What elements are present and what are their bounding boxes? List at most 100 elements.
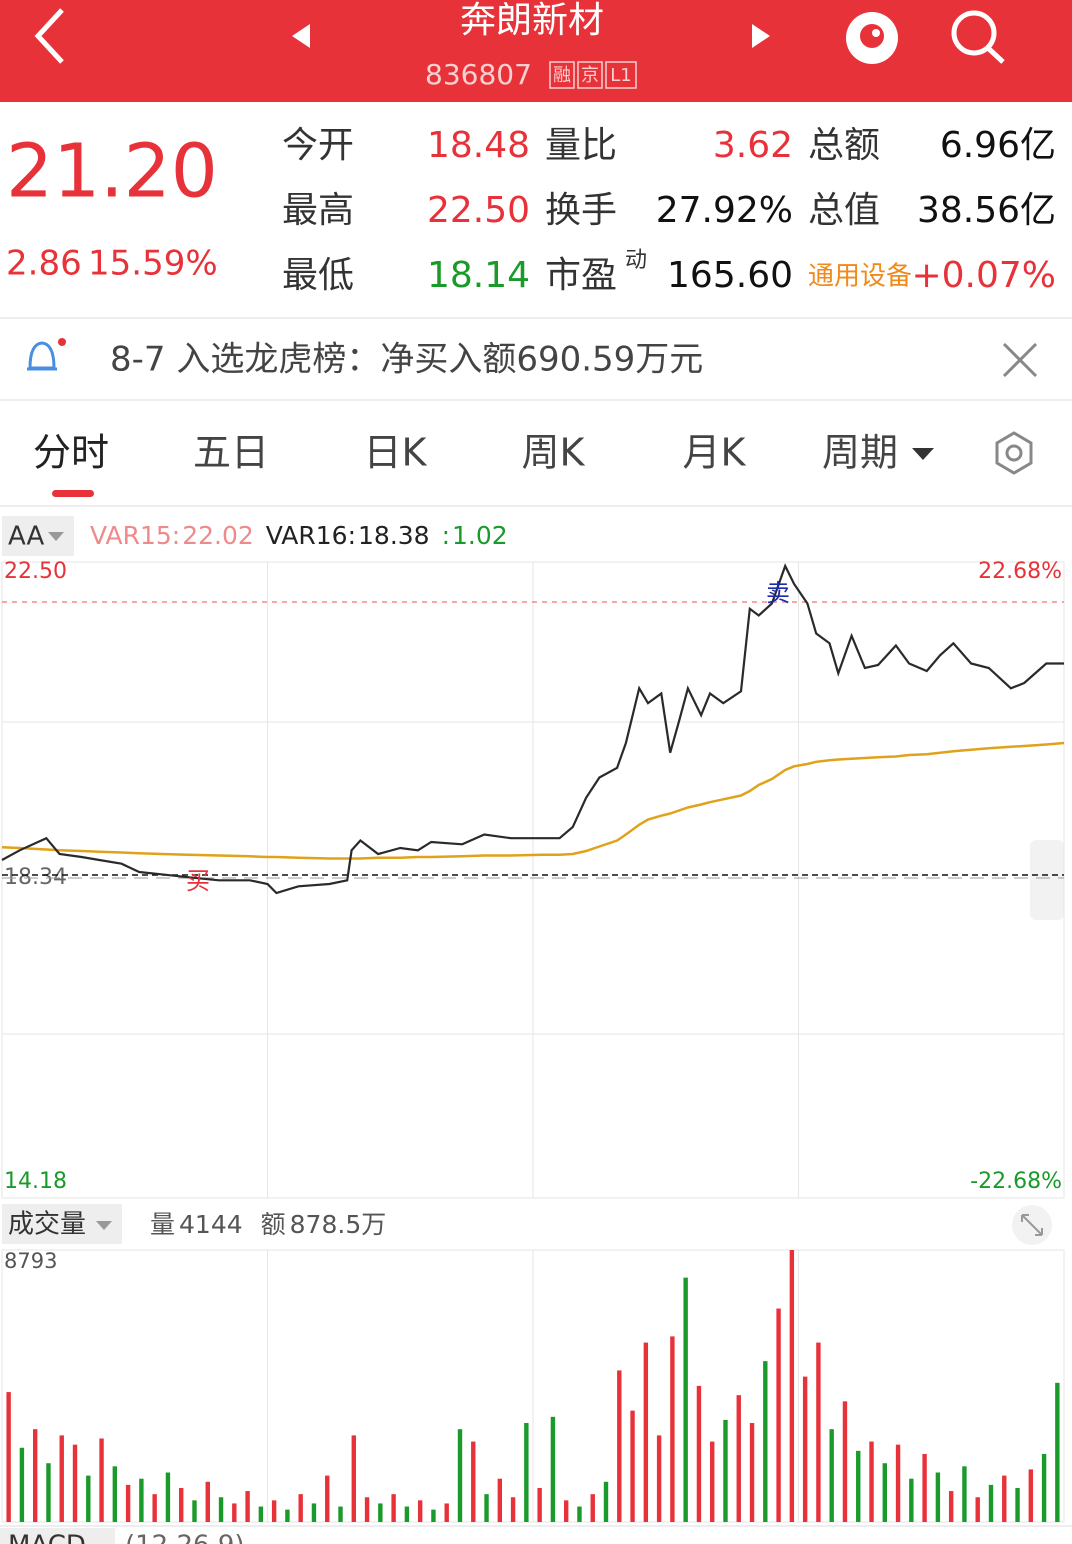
volume-bar [643,1342,649,1522]
tab[interactable]: 周期 [822,431,898,475]
indicator-values: VAR15: 22.02 VAR16: 18.38:1.02 [90,521,508,550]
stat-value: 4144 [179,1210,243,1239]
volume-bar [882,1463,887,1522]
volume-bar [670,1336,675,1522]
volume-bar [802,1376,808,1522]
volume-bar [909,1478,914,1522]
field-value: 165.60 [667,255,793,296]
average-line [1,741,1065,860]
volume-chart: 量 4144 额 878.5万 8793 [1,1210,1065,1523]
volume-bar [417,1500,423,1522]
y2-tick-label: 22.68% [978,559,1062,584]
field-label: 量比 [545,125,617,166]
volume-bar [1015,1487,1020,1522]
volume-bar [192,1500,197,1522]
field-label: 市盈 [545,255,617,296]
volume-bar [563,1500,569,1522]
volume-bar [962,1466,967,1522]
stock-code-row: 836807 融京 L1 [425,58,637,91]
back-button[interactable] [34,8,64,64]
volume-bar [165,1472,171,1522]
volume-bar [537,1487,542,1522]
volume-bar [32,1429,38,1522]
volume-bar [603,1481,609,1522]
indicator-label: : [442,521,450,550]
macd-params: (12,26,9) [125,1531,245,1544]
macd-select[interactable] [0,1528,115,1544]
badge: 融 [553,65,571,86]
close-notice[interactable] [1002,342,1038,378]
volume-bar [842,1401,848,1522]
indicator-name: AA [8,522,45,552]
notice-bar[interactable] [0,320,1072,400]
search-button[interactable] [951,10,1005,64]
field-label: 总额 [808,125,880,166]
tab[interactable]: 日K [364,431,428,475]
badge-box [549,61,575,89]
field-label: 最低 [282,255,354,296]
indicator-value: 22.02 [182,521,254,550]
volume-bar [723,1419,728,1522]
volume-bar [325,1475,330,1522]
side-handle[interactable] [1030,840,1064,920]
prev-stock[interactable] [292,24,310,48]
volume-bar [444,1503,449,1522]
volume-bar [776,1308,781,1522]
volume-bar [710,1441,715,1522]
volume-bar [696,1385,702,1522]
volume-bar [683,1277,688,1522]
volume-bar [975,1497,980,1522]
volume-bar [656,1435,662,1522]
volume-bar [245,1491,250,1522]
volume-bar [510,1497,516,1522]
volume-bar [338,1506,343,1522]
volume-bar [179,1487,184,1522]
dropdown-arrow [912,448,934,460]
dropdown-arrow [96,1221,112,1230]
field-value: 6.96亿 [940,125,1056,166]
field-value: 3.62 [713,125,793,166]
tab[interactable]: 周K [522,431,586,475]
expand-icon[interactable] [1012,1205,1052,1245]
settings[interactable] [995,431,1033,475]
volume-bar [524,1423,529,1522]
macd-name: MACD [8,1531,86,1544]
field-label: 总值 [808,190,880,231]
volume-bar [218,1497,224,1522]
volume-bar [86,1475,91,1522]
tab-underline [52,490,94,497]
volume-bar [948,1491,954,1522]
volume-bar [364,1497,370,1522]
tab[interactable]: 五日 [193,431,269,475]
volume-bar [789,1250,795,1522]
settings-dot [1005,444,1023,462]
volume-bar [205,1481,210,1522]
field-label: 最高 [282,190,354,231]
tab[interactable]: 分时 [33,431,109,475]
field-label: 通用设备 [808,262,912,292]
volume-bar [484,1494,489,1522]
sell-signal: 卖 [766,579,790,607]
volume-bar [497,1478,503,1522]
volume-bar [869,1441,874,1522]
change-pct: 15.59% [88,244,218,284]
price-line [1,563,1064,895]
stat-label: 额 [261,1210,286,1239]
volume-bar [457,1429,463,1522]
y-tick-label: 22.50 [4,559,67,584]
stock-code: 836807 [425,58,532,91]
indicator-select[interactable] [2,516,74,556]
volume-bar [431,1509,436,1522]
volume-bar [19,1447,25,1522]
badge: L1 [610,65,631,86]
volume-bar [46,1463,51,1522]
tab[interactable]: 月K [683,431,747,475]
assistant-icon[interactable] [846,12,898,64]
volume-bar [856,1450,861,1522]
next-stock[interactable] [752,24,770,48]
volume-bar [232,1503,237,1522]
